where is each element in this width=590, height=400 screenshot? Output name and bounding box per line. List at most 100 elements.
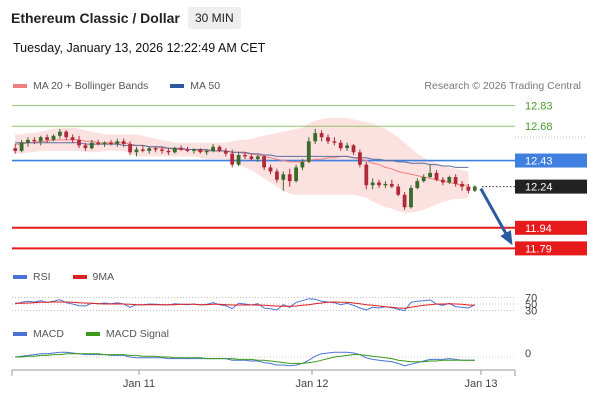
candle-body bbox=[147, 148, 152, 151]
price-label-pivot: 12.43 bbox=[525, 156, 553, 168]
candle-body bbox=[236, 155, 241, 165]
candle-body bbox=[447, 177, 452, 183]
rsi-legend: RSI 9MA bbox=[13, 271, 114, 283]
candle-body bbox=[153, 148, 158, 150]
timeframe-button[interactable]: 30 MIN bbox=[188, 7, 241, 29]
candle-body bbox=[89, 142, 94, 149]
candle-body bbox=[160, 149, 164, 151]
candle-body bbox=[358, 152, 362, 165]
x-tick-label-1: Jan 12 bbox=[295, 378, 328, 390]
rsi-level-label-1: 50 bbox=[525, 299, 537, 311]
candle-body bbox=[319, 133, 324, 138]
candle-body bbox=[294, 167, 298, 182]
candle-body bbox=[453, 177, 458, 184]
candle-body bbox=[102, 142, 107, 145]
candle-body bbox=[223, 150, 228, 154]
forecast-arrow-head bbox=[500, 230, 513, 246]
candle-body bbox=[243, 155, 247, 157]
legend-label-ma20: MA 20 + Bollinger Bands bbox=[33, 80, 149, 92]
candle-body bbox=[58, 131, 62, 136]
candle-body bbox=[70, 137, 75, 140]
candle-body bbox=[217, 146, 222, 151]
price-label-resistance-1: 12.68 bbox=[525, 121, 553, 133]
candle-body bbox=[19, 142, 24, 151]
chart-header: Ethereum Classic / Dollar 30 MIN bbox=[0, 0, 590, 36]
candle-body bbox=[192, 149, 196, 151]
legend-label-macd-signal: MACD Signal bbox=[105, 328, 169, 340]
last-price-tag bbox=[515, 179, 587, 194]
candle-body bbox=[326, 137, 330, 142]
candle-body bbox=[96, 142, 101, 145]
candle-body bbox=[396, 186, 401, 195]
candle-body bbox=[32, 139, 37, 142]
candle-body bbox=[351, 145, 356, 153]
copyright-text: Research © 2026 Trading Central bbox=[424, 80, 581, 92]
candle-body bbox=[300, 161, 305, 168]
candle-body bbox=[402, 194, 407, 208]
candle-body bbox=[281, 174, 286, 180]
candle-body bbox=[415, 181, 420, 188]
candle-body bbox=[460, 183, 464, 187]
candle-body bbox=[345, 145, 349, 149]
rsi-level-label-2: 30 bbox=[525, 306, 537, 318]
candle-body bbox=[262, 156, 266, 168]
candle-body bbox=[249, 156, 254, 160]
macd-panel: 0 bbox=[12, 348, 531, 367]
candle-body bbox=[466, 186, 471, 191]
pivot-price-tag bbox=[515, 153, 587, 168]
candle-body bbox=[287, 174, 292, 182]
candle-body bbox=[109, 142, 113, 145]
candle-body bbox=[230, 153, 235, 165]
rsi-ma-line bbox=[15, 301, 475, 309]
macd-signal-line bbox=[15, 353, 475, 364]
bollinger-bands bbox=[15, 118, 469, 213]
candle-body bbox=[370, 182, 375, 186]
support-price-tag-4 bbox=[515, 220, 587, 235]
price-label-last: 12.24 bbox=[525, 182, 553, 194]
candle-body bbox=[255, 156, 260, 160]
candle-body bbox=[77, 139, 81, 146]
x-tick-label-0: Jan 11 bbox=[123, 378, 155, 390]
legend-label-ma50: MA 50 bbox=[190, 80, 221, 92]
candle-body bbox=[428, 172, 432, 177]
price-label-support-4: 11.94 bbox=[525, 223, 552, 235]
legend-swatch-rsi bbox=[13, 275, 27, 279]
macd-zero-label: 0 bbox=[525, 348, 531, 360]
candle-body bbox=[121, 141, 126, 144]
chart-title: Ethereum Classic / Dollar bbox=[11, 10, 180, 26]
candle-body bbox=[198, 149, 203, 153]
candle-body bbox=[441, 179, 445, 183]
candle-body bbox=[268, 167, 273, 172]
candle-body bbox=[275, 171, 279, 180]
candle-body bbox=[134, 149, 139, 153]
legend-swatch-macd bbox=[13, 332, 27, 336]
candle-body bbox=[338, 142, 343, 149]
rsi-level-label-0: 70 bbox=[525, 292, 537, 304]
candle-body bbox=[38, 137, 43, 142]
bollinger-band-area bbox=[15, 118, 469, 213]
legend-swatch-ma20 bbox=[13, 84, 27, 88]
candle-body bbox=[51, 135, 56, 140]
x-tick-label-2: Jan 13 bbox=[464, 378, 497, 390]
candle-body bbox=[472, 186, 477, 191]
legend-label-rsi: RSI bbox=[33, 271, 51, 283]
x-axis: Jan 11 Jan 12 Jan 13 bbox=[11, 369, 516, 390]
main-legend: MA 20 + Bollinger Bands MA 50 bbox=[13, 80, 220, 92]
candle-body bbox=[313, 133, 318, 142]
candle-body bbox=[421, 177, 426, 182]
legend-swatch-rsi-ma bbox=[72, 275, 87, 279]
candle-body bbox=[115, 141, 120, 144]
candle-body bbox=[389, 183, 394, 187]
datetime-label: Tuesday, January 13, 2026 12:22:49 AM CE… bbox=[13, 41, 266, 55]
candle-body bbox=[179, 148, 183, 150]
candle-body bbox=[45, 137, 49, 140]
candle-body bbox=[306, 141, 311, 162]
candle-body bbox=[26, 139, 30, 143]
macd-line bbox=[15, 351, 475, 367]
candle-body bbox=[166, 150, 171, 153]
price-levels bbox=[12, 105, 587, 250]
candle-body bbox=[409, 188, 413, 208]
forecast-arrow bbox=[479, 187, 513, 246]
